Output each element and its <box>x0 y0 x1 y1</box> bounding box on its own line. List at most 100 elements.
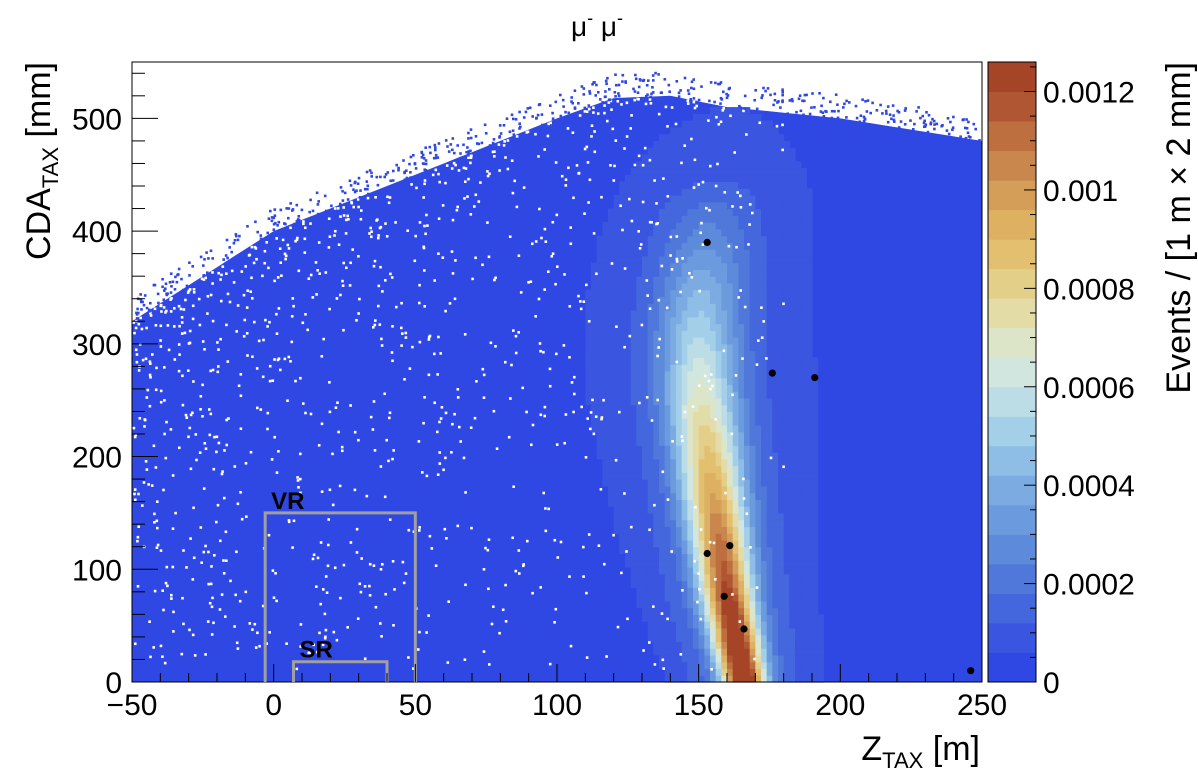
heatmap-cell <box>710 174 717 183</box>
heatmap-cell <box>789 431 796 440</box>
empty-bin <box>469 426 473 429</box>
heatmap-cell <box>783 492 790 500</box>
heatmap-cell <box>772 533 779 541</box>
heatmap-cell <box>676 310 683 318</box>
heatmap-cell <box>778 174 785 183</box>
heatmap-cell <box>630 377 637 385</box>
isolated-bin <box>266 231 269 235</box>
heatmap-cell <box>721 242 728 250</box>
heatmap-cell <box>778 181 785 189</box>
heatmap-cell <box>602 282 609 291</box>
heatmap-cell <box>630 465 637 473</box>
empty-bin <box>648 528 651 532</box>
heatmap-cell <box>653 391 660 399</box>
empty-bin <box>607 101 611 104</box>
heatmap-cell <box>710 431 717 440</box>
heatmap-cell <box>681 391 688 399</box>
heatmap-cell <box>772 519 779 528</box>
empty-bin <box>699 231 702 235</box>
isolated-bin <box>837 109 840 113</box>
heatmap-cell <box>715 276 722 284</box>
empty-bin <box>187 289 191 293</box>
heatmap-cell <box>710 228 717 237</box>
isolated-bin <box>518 127 521 130</box>
heatmap-cell <box>676 546 683 555</box>
empty-bin <box>618 410 621 414</box>
empty-bin <box>669 254 672 257</box>
heatmap-cell <box>613 249 620 257</box>
heatmap-cell <box>653 262 660 271</box>
heatmap-cell <box>721 357 728 365</box>
heatmap-cell <box>642 485 649 494</box>
empty-bin <box>393 588 396 591</box>
empty-bin <box>352 205 355 209</box>
heatmap-cell <box>653 276 660 284</box>
heatmap-cell <box>636 310 643 318</box>
heatmap-cell <box>789 553 796 561</box>
heatmap-cell <box>715 607 722 615</box>
empty-bin <box>543 148 546 151</box>
heatmap-cell <box>693 485 700 494</box>
heatmap-cell <box>727 472 734 480</box>
empty-bin <box>444 411 448 415</box>
heatmap-cell <box>783 330 790 338</box>
empty-bin <box>731 393 734 397</box>
empty-bin <box>267 533 271 537</box>
heatmap-cell <box>812 546 819 555</box>
isolated-bin <box>689 98 693 101</box>
isolated-bin <box>269 209 272 213</box>
heatmap-cell <box>698 546 705 555</box>
heatmap-cell <box>602 276 609 284</box>
heatmap-cell <box>761 479 768 487</box>
heatmap-cell <box>670 661 677 670</box>
empty-bin <box>185 566 188 569</box>
heatmap-cell <box>766 675 773 683</box>
heatmap-cell <box>778 296 785 304</box>
empty-bin <box>591 398 594 402</box>
heatmap-cell <box>625 370 632 379</box>
isolated-bin <box>690 80 694 84</box>
heatmap-cell <box>738 296 745 304</box>
heatmap-cell <box>755 607 762 615</box>
heatmap-cell <box>738 654 745 663</box>
heatmap-cell <box>795 167 802 176</box>
empty-bin <box>392 624 395 627</box>
heatmap-cell <box>755 621 762 629</box>
heatmap-cell <box>789 195 796 203</box>
heatmap-cell <box>766 330 773 338</box>
heatmap-cell <box>795 337 802 345</box>
empty-bin <box>245 306 249 309</box>
empty-bin <box>166 324 170 327</box>
heatmap-cell <box>653 614 660 622</box>
empty-bin <box>294 379 297 383</box>
heatmap-cell <box>619 512 626 521</box>
heatmap-cell <box>766 222 773 230</box>
empty-bin <box>479 181 482 184</box>
heatmap-cell <box>653 621 660 629</box>
heatmap-cell <box>698 607 705 615</box>
isolated-bin <box>912 128 915 131</box>
isolated-bin <box>502 124 506 127</box>
heatmap-cell <box>670 147 677 156</box>
heatmap-cell <box>783 296 790 304</box>
heatmap-cell <box>738 499 745 507</box>
heatmap-cell <box>670 445 677 453</box>
heatmap-cell <box>732 188 739 196</box>
heatmap-cell <box>670 154 677 162</box>
heatmap-cell <box>772 181 779 189</box>
heatmap-cell <box>772 479 779 487</box>
empty-bin <box>191 578 195 581</box>
heatmap-cell <box>715 533 722 541</box>
heatmap-cell <box>659 310 666 318</box>
isolated-bin <box>797 97 801 101</box>
heatmap-cell <box>602 249 609 257</box>
heatmap-cell <box>687 519 694 528</box>
heatmap-cell <box>710 424 717 433</box>
heatmap-cell <box>766 134 773 142</box>
heatmap-cell <box>744 127 751 135</box>
isolated-bin <box>300 208 304 212</box>
heatmap-cell <box>812 397 819 406</box>
heatmap-cell <box>715 675 722 683</box>
empty-bin <box>408 367 412 370</box>
heatmap-cell <box>704 424 711 433</box>
